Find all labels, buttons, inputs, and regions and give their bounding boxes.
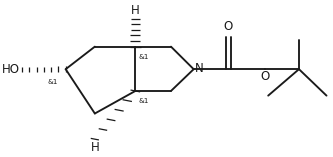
Text: H: H [91, 141, 99, 154]
Text: O: O [260, 70, 269, 83]
Text: O: O [224, 20, 233, 33]
Text: HO: HO [2, 63, 20, 76]
Text: N: N [195, 62, 204, 75]
Text: &1: &1 [47, 79, 58, 85]
Text: H: H [131, 4, 140, 17]
Text: &1: &1 [139, 98, 149, 104]
Text: &1: &1 [139, 54, 149, 60]
